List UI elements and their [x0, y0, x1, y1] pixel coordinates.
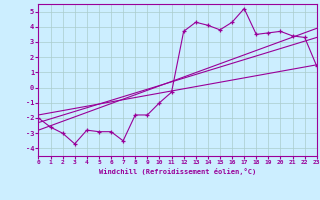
X-axis label: Windchill (Refroidissement éolien,°C): Windchill (Refroidissement éolien,°C) [99, 168, 256, 175]
